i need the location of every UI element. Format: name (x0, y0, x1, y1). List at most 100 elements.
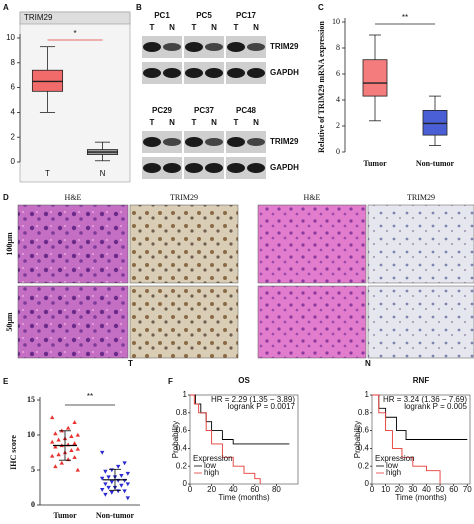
x-tick-label: 50 (436, 485, 445, 494)
blot-band (185, 163, 203, 173)
y-tick-label: 8 (336, 43, 340, 52)
lane-label: T (192, 118, 197, 127)
blot-band (227, 68, 245, 78)
x-tick-label: 60 (449, 485, 458, 494)
x-axis-label: Time (months) (218, 493, 270, 502)
data-point (56, 437, 61, 442)
panel-label: A (3, 3, 9, 12)
data-point (122, 461, 127, 466)
data-point (109, 480, 114, 485)
y-tick-label: 6 (11, 83, 16, 92)
sample-label: PC5 (196, 11, 212, 20)
blot-band (163, 68, 181, 78)
blot-background (226, 131, 266, 153)
y-tick-label: 0 (336, 147, 340, 156)
blot-band (143, 163, 161, 173)
y-tick-label: 10 (6, 33, 15, 42)
survival-curve (372, 394, 441, 484)
lane-label: T (150, 23, 155, 32)
title-box (19, 11, 131, 25)
lane-label: T (234, 23, 239, 32)
plot-frame (189, 394, 299, 485)
y-tick-label: 0.4 (358, 444, 370, 453)
band-label: TRIM29 (270, 137, 299, 146)
blot-band (205, 43, 223, 51)
x-tick-label: 40 (422, 485, 431, 494)
lane-label: T (150, 118, 155, 127)
column-title: TRIM29 (407, 193, 435, 202)
y-tick-label: 0.2 (176, 461, 188, 470)
plot-frame (371, 394, 471, 485)
y-tick-label: 2 (11, 132, 16, 141)
stats: HR = 2.29 (1.35 − 3.89) (211, 395, 295, 404)
blot-band (247, 163, 265, 173)
lane-label: N (253, 23, 259, 32)
lane-label: T (234, 118, 239, 127)
lane-label: N (211, 23, 217, 32)
blot-band (205, 163, 223, 173)
data-point (116, 464, 121, 469)
legend-label: high (386, 468, 401, 477)
y-tick-label: 0.8 (176, 408, 188, 417)
data-point (100, 450, 105, 455)
stats: HR = 3.24 (1.36 − 7.69) (383, 395, 467, 404)
data-point (75, 467, 80, 472)
blot-band (227, 163, 245, 173)
y-tick-label: 0 (365, 479, 370, 488)
plot-title: RNF (413, 376, 430, 385)
significance: * (73, 29, 76, 38)
y-tick-label: 6 (336, 69, 340, 78)
data-point (125, 482, 130, 487)
blot-background (184, 62, 224, 84)
y-tick-label: 10 (332, 17, 340, 26)
lane-label: N (253, 118, 259, 127)
y-tick-label: 10 (27, 430, 35, 439)
stats: logrank P = 0.005 (404, 402, 467, 411)
x-tick-label: 40 (229, 485, 238, 494)
panel-label: B (136, 3, 142, 12)
blot-band (143, 68, 161, 78)
x-tick-label: 80 (272, 485, 281, 494)
data-point (119, 474, 124, 478)
blot-background (226, 36, 266, 58)
blot-band (185, 68, 203, 78)
y-tick-label: 0.2 (358, 461, 370, 470)
column-title: H&E (65, 193, 82, 202)
x-tick-label: T (45, 169, 50, 178)
significance: ** (87, 392, 93, 401)
micrograph (257, 285, 367, 359)
sample-label: PC48 (236, 106, 257, 115)
blot-band (227, 42, 245, 52)
blot-band (205, 138, 223, 146)
group-label: T (128, 359, 133, 368)
data-point (119, 483, 124, 488)
x-tick-label: Tumor (53, 511, 77, 520)
blot-background (142, 131, 182, 153)
y-axis-label: Probability (353, 421, 362, 458)
blot-background (142, 157, 182, 179)
y-tick-label: 4 (336, 95, 340, 104)
sample-label: PC1 (154, 11, 170, 20)
data-point (56, 452, 61, 457)
data-point (103, 492, 108, 497)
data-point (106, 475, 111, 480)
blot-background (142, 36, 182, 58)
y-tick-label: 1 (183, 390, 188, 399)
x-tick-label: 70 (463, 485, 472, 494)
plot-title: OS (238, 376, 250, 385)
data-point (59, 460, 64, 465)
blot-band (143, 42, 161, 52)
legend-label: low (386, 461, 398, 470)
sample-label: PC17 (236, 11, 257, 20)
x-tick-label: 0 (188, 485, 193, 494)
micrograph (367, 204, 474, 284)
x-tick-label: 60 (250, 485, 259, 494)
data-point (69, 434, 74, 438)
data-point (53, 444, 58, 449)
legend-title: Expression (193, 454, 233, 463)
y-tick-label: 8 (11, 58, 16, 67)
data-point (125, 471, 130, 476)
blot-band (185, 42, 203, 52)
blot-band (227, 137, 245, 147)
y-axis-label: IHC score (9, 435, 18, 470)
